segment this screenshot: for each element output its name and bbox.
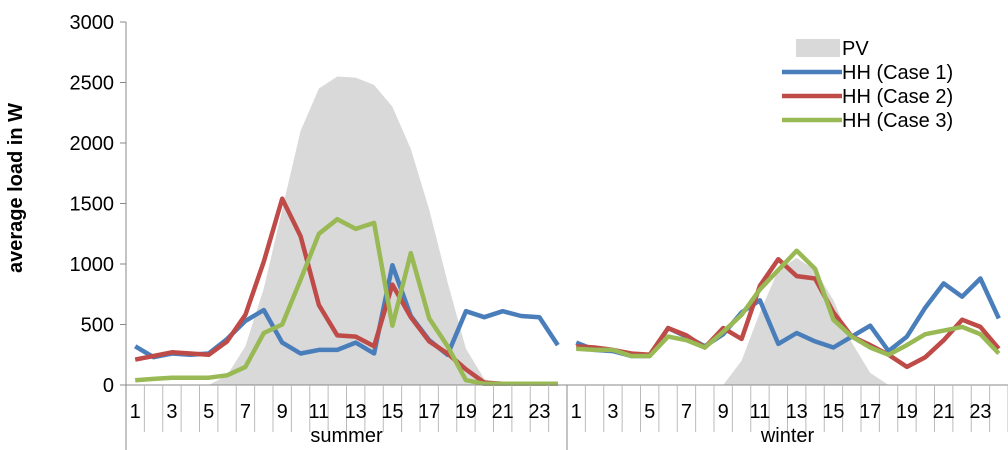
x-tick-label: 5 bbox=[644, 401, 655, 423]
y-tick-label: 0 bbox=[103, 375, 114, 397]
x-tick-label: 15 bbox=[822, 401, 844, 423]
x-tick-label: 23 bbox=[969, 401, 991, 423]
x-tick-label: 9 bbox=[277, 401, 288, 423]
legend-item: HH (Case 1) bbox=[782, 62, 953, 84]
x-tick-label: 11 bbox=[309, 401, 330, 423]
x-tick-label: 3 bbox=[166, 401, 177, 423]
x-tick-label: 1 bbox=[130, 401, 141, 423]
x-tick-label: 21 bbox=[933, 401, 955, 423]
x-tick-label: 13 bbox=[345, 401, 367, 423]
x-tick-label: 1 bbox=[571, 401, 582, 423]
x-tick-label: 23 bbox=[528, 401, 550, 423]
x-tick-label: 15 bbox=[381, 401, 403, 423]
y-tick-label: 1000 bbox=[70, 254, 115, 276]
legend-label: PV bbox=[842, 38, 869, 60]
group-label-summer: summer bbox=[310, 425, 383, 447]
x-tick-label: 5 bbox=[203, 401, 214, 423]
group-label-winter: winter bbox=[760, 425, 815, 447]
y-tick-label: 2000 bbox=[70, 133, 115, 155]
x-tick-label: 19 bbox=[455, 401, 477, 423]
y-tick-label: 1500 bbox=[70, 194, 115, 216]
x-tick-label: 3 bbox=[607, 401, 618, 423]
x-tick-label: 7 bbox=[681, 401, 692, 423]
legend-item: HH (Case 2) bbox=[782, 86, 953, 108]
series-pv bbox=[135, 76, 999, 385]
legend-swatch bbox=[796, 39, 840, 57]
x-tick-label: 19 bbox=[896, 401, 918, 423]
y-tick-label: 2500 bbox=[70, 73, 115, 95]
legend-label: HH (Case 1) bbox=[842, 62, 953, 84]
legend-label: HH (Case 2) bbox=[842, 86, 953, 108]
y-tick-label: 3000 bbox=[70, 12, 115, 34]
line-winter bbox=[576, 248, 1001, 359]
pv-area-summer bbox=[135, 76, 558, 385]
line-summer bbox=[135, 216, 558, 387]
x-tick-label: 11 bbox=[750, 401, 771, 423]
legend-label: HH (Case 3) bbox=[842, 110, 953, 132]
legend-item: PV bbox=[796, 38, 869, 60]
pv-area-winter bbox=[576, 257, 999, 385]
x-tick-label: 17 bbox=[418, 401, 440, 423]
plot-area bbox=[134, 76, 1001, 387]
legend-item: HH (Case 3) bbox=[782, 110, 953, 132]
x-tick-label: 13 bbox=[786, 401, 808, 423]
y-tick-label: 500 bbox=[81, 315, 114, 337]
x-tick-label: 9 bbox=[718, 401, 729, 423]
y-axis: 0 500 1000 1500 2000 2500 3000 bbox=[70, 12, 127, 397]
series-hh-case-3 bbox=[135, 216, 1001, 387]
x-tick-label: 7 bbox=[240, 401, 251, 423]
x-tick-label: 21 bbox=[492, 401, 514, 423]
x-tick-label: 17 bbox=[859, 401, 881, 423]
y-axis-title: average load in W bbox=[5, 103, 27, 273]
